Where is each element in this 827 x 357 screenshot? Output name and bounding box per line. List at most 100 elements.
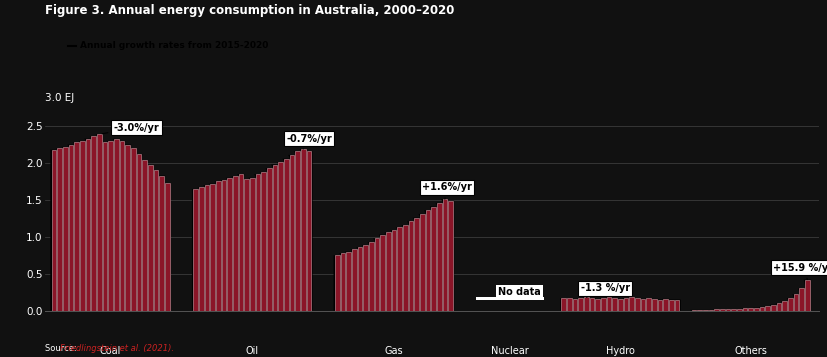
Bar [352,249,356,311]
Bar [590,298,595,311]
Bar [69,145,74,311]
Bar [754,308,758,311]
Bar [199,187,203,311]
Bar [194,189,198,311]
Bar [420,214,424,311]
Bar [278,162,283,311]
Bar [148,165,153,311]
Bar [760,307,764,311]
Bar [403,225,408,311]
Bar [669,300,674,311]
Bar [233,176,237,311]
Text: -3.0%/yr: -3.0%/yr [102,122,160,134]
Bar [222,180,227,311]
Bar [657,300,662,311]
Bar [743,308,748,311]
Bar [737,309,742,311]
Bar [80,141,84,311]
Bar [800,288,804,311]
Bar [448,201,453,311]
Text: Coal: Coal [100,346,122,356]
Text: Figure 3. Annual energy consumption in Australia, 2000–2020: Figure 3. Annual energy consumption in A… [45,4,455,16]
Bar [165,183,170,311]
Polygon shape [560,297,681,311]
Bar [618,299,623,311]
Bar [295,151,300,311]
Bar [601,298,606,311]
Bar [691,310,696,311]
Text: +1.6%/yr: +1.6%/yr [423,182,472,199]
Polygon shape [192,149,313,311]
Bar [437,203,442,311]
Text: Oil: Oil [246,346,259,356]
Bar [607,297,611,311]
Bar [431,207,436,311]
Bar [442,199,447,311]
Text: Annual growth rates from 2015-2020: Annual growth rates from 2015-2020 [79,41,268,50]
Bar [476,297,544,300]
Bar [204,185,209,311]
Bar [562,298,566,311]
Bar [261,172,266,311]
Bar [391,230,396,311]
Bar [57,148,62,311]
Bar [635,298,640,311]
Bar [239,174,243,311]
Bar [675,300,680,311]
Bar [584,297,589,311]
Bar [663,299,668,311]
Bar [256,174,261,311]
Text: Nuclear: Nuclear [491,346,529,356]
Polygon shape [333,199,454,311]
Bar [805,280,810,311]
Bar [103,142,108,311]
Bar [91,136,96,311]
Bar [703,310,708,311]
Bar [142,160,147,311]
Text: Friedlingstein et al. (2021).: Friedlingstein et al. (2021). [60,345,174,353]
Bar [244,179,249,311]
Bar [375,238,380,311]
Bar [74,142,79,311]
Bar [363,245,368,311]
Bar [136,154,141,311]
Bar [414,218,418,311]
Text: Source:: Source: [45,345,80,353]
Text: -1.3 %/yr: -1.3 %/yr [581,283,630,297]
Bar [273,165,277,311]
Bar [120,141,124,311]
Bar [629,297,634,311]
Bar [709,310,714,311]
Bar [284,159,289,311]
Bar [63,147,68,311]
Bar [114,139,118,311]
Bar [51,150,56,311]
Text: Gas: Gas [385,346,404,356]
Bar [794,295,798,311]
Bar [210,184,215,311]
Bar [250,178,255,311]
Bar [216,181,221,311]
Bar [573,299,577,311]
Text: Hydro: Hydro [606,346,635,356]
Bar [409,221,414,311]
Polygon shape [50,134,171,311]
Bar [567,298,571,311]
Bar [782,301,787,311]
Bar [267,168,271,311]
Bar [595,299,600,311]
Bar [357,247,362,311]
Bar [131,148,136,311]
Bar [641,299,645,311]
Bar [426,210,430,311]
Bar [731,309,736,311]
Bar [697,310,702,311]
Bar [771,305,776,311]
Bar [653,299,657,311]
Bar [647,298,651,311]
Text: +15.9 %/yr: +15.9 %/yr [773,263,827,280]
Bar [720,309,724,311]
Text: Others
Renewables: Others Renewables [721,346,780,357]
Bar [613,298,617,311]
Bar [126,145,130,311]
